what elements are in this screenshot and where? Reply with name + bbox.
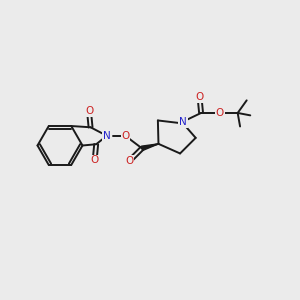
Text: O: O	[196, 92, 204, 102]
Text: N: N	[179, 117, 187, 127]
Text: O: O	[125, 156, 134, 166]
Polygon shape	[141, 144, 158, 151]
Text: O: O	[85, 106, 93, 116]
Text: N: N	[103, 131, 111, 141]
Text: O: O	[122, 131, 130, 141]
Text: O: O	[91, 155, 99, 165]
Text: O: O	[215, 108, 224, 118]
